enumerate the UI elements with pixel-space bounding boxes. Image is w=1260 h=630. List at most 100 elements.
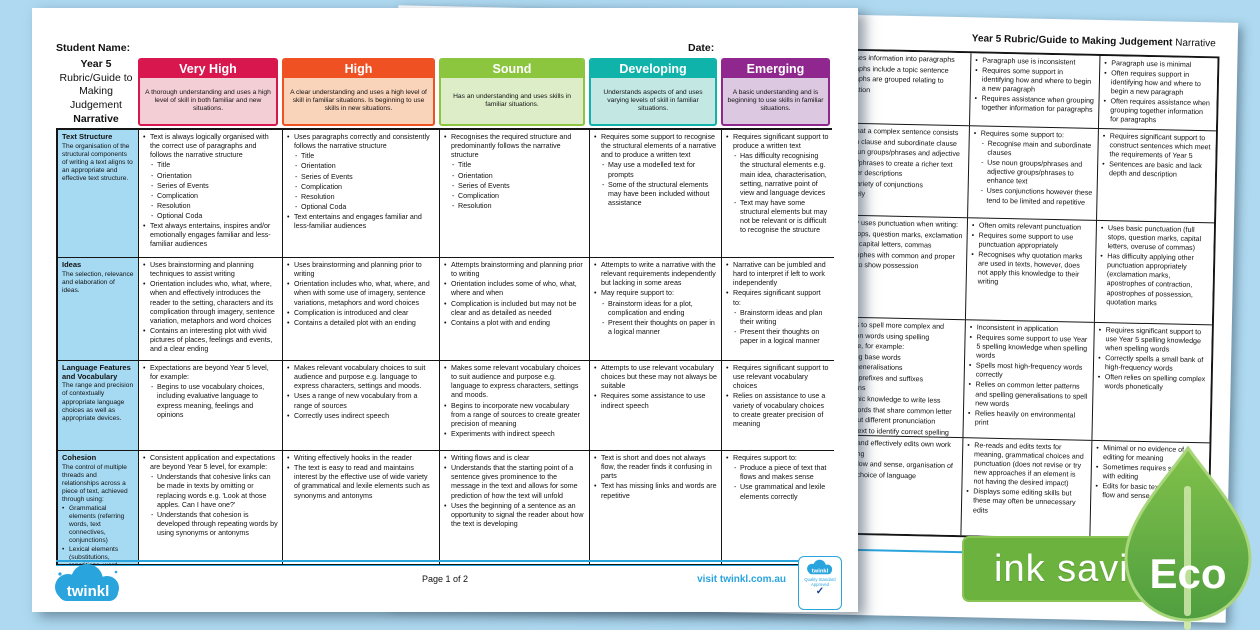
- twinkl-logo-text: twinkl: [67, 583, 110, 600]
- cell-item: aphs are grouped relating to: [854, 75, 944, 85]
- rubric-cell: Writing flows and is clearUnderstands th…: [439, 450, 589, 565]
- cell-item: vely: [852, 190, 866, 199]
- cell-item: Uses brainstorming and planning techniqu…: [143, 261, 278, 279]
- footer-rule-thick: [56, 560, 834, 562]
- rubric-cell: Uses brainstorming and planning prior to…: [282, 257, 439, 361]
- rubric-cell-clipped: pts to spell more complex and mon words u…: [843, 316, 965, 438]
- cell-item: The range and precision of contextually …: [62, 382, 134, 422]
- cell-item: Series of Events: [287, 173, 435, 182]
- cell-item: Requires significant support to produce …: [726, 133, 830, 151]
- cell-item: Begins to use vocabulary choices, includ…: [143, 383, 278, 419]
- cell-item: The organisation of the structural compo…: [62, 142, 133, 182]
- rubric-cell: Paragraph use is minimalOften requires s…: [1097, 55, 1218, 131]
- column-header-label: Emerging: [723, 60, 828, 78]
- cell-item: The control of multiple threads and rela…: [62, 463, 128, 503]
- column-header-developing: Developing Understands aspects of and use…: [589, 58, 717, 127]
- cell-item: Text always entertains, inspires and/or …: [143, 222, 278, 249]
- row-header: Language Features and Vocabulary The rang…: [58, 360, 138, 451]
- cell-item: Resolution: [444, 202, 585, 211]
- cell-item: Text is always logically organised with …: [143, 133, 278, 160]
- rubric-cell: Paragraph use is inconsistentRequires so…: [968, 53, 1100, 128]
- cell-item: Orientation includes some of who, what, …: [444, 280, 585, 298]
- badge-line1: Quality Standard: [804, 577, 836, 582]
- cell-item: Often requires assistance when grouping …: [1103, 97, 1213, 127]
- cell-item: Requires some support to use punctuation…: [971, 231, 1091, 252]
- rubric-cell: Attempts brainstorming and planning prio…: [439, 257, 589, 361]
- rubric-title: Year 5 Rubric/Guide to Making Judgement …: [56, 58, 136, 126]
- rubric-title-line4: Narrative: [73, 112, 119, 125]
- cell-item: Uses brainstorming and planning prior to…: [287, 261, 435, 279]
- row-header-name: Text Structure: [62, 132, 113, 142]
- cell-item: on prefixes and suffixes: [848, 373, 924, 384]
- cell-item: s, capital letters, commas: [851, 239, 932, 250]
- cell-item: Text entertains and engages familiar and…: [287, 213, 435, 231]
- cell-item: r words that share common letter: [847, 405, 952, 416]
- rubric-table: Year 5 Rubric/Guide to Making Judgement …: [56, 58, 834, 567]
- cell-item: Narrative can be jumbled and hard to int…: [726, 261, 830, 288]
- rubric-cell: Consistent application and expectations …: [138, 450, 282, 565]
- twinkl-logo-icon: twinkl: [55, 564, 119, 601]
- column-header-description: Has an understanding and uses skills in …: [453, 92, 571, 109]
- cell-item: ening: [847, 449, 958, 460]
- cell-item: Orientation: [444, 172, 585, 181]
- cell-item: Recognise main and subordinate clauses: [973, 139, 1093, 160]
- cell-item: aphs include a topic sentence: [855, 64, 949, 75]
- column-header-description: A basic understanding and is beginning t…: [727, 88, 824, 113]
- cell-item: Brainstorm ideas for a plot, complicatio…: [594, 300, 717, 318]
- cell-item: Resolution: [287, 193, 435, 202]
- cell-item: Often requires support in identifying ho…: [1104, 69, 1214, 99]
- cell-item: Optional Coda: [143, 212, 278, 221]
- cell-item: Complication is introduced and clear: [287, 309, 435, 318]
- cell-item: Use grammatical and lexile elements corr…: [726, 483, 830, 501]
- cell-item: Displays some editing skills but these m…: [966, 488, 1087, 518]
- column-header-description: A thorough understanding and uses a high…: [145, 88, 271, 113]
- quality-standard-badge: twinkl Quality Standard Approved ✓: [798, 556, 842, 610]
- cell-item: Makes relevant vocabulary choices to sui…: [287, 364, 435, 391]
- column-header-label: Developing: [591, 60, 715, 78]
- cell-item: Produce a piece of text that flows and m…: [726, 464, 830, 482]
- rubric-cell: Requires significant support to produce …: [721, 130, 834, 258]
- column-header-label: Sound: [441, 60, 583, 78]
- cell-item: Title: [287, 152, 435, 161]
- rubric-cell-clipped: ds and effectively edits own workeningor…: [841, 434, 963, 536]
- cell-item: Correctly uses indirect speech: [287, 412, 435, 421]
- cell-item: trophes with common and proper: [851, 250, 956, 261]
- page-2-title-bold: Year 5 Rubric/Guide to Making Judgement: [971, 33, 1173, 49]
- cell-item: Present their thoughts on paper in a log…: [726, 328, 830, 346]
- cell-item: Expectations are beyond Year 5 level, fo…: [143, 364, 278, 382]
- cell-item: Re-reads and edits texts for meaning, gr…: [966, 441, 1087, 489]
- cell-item: Writing effectively hooks in the reader: [287, 454, 435, 463]
- cell-item: ses information into paragraphs: [855, 53, 955, 64]
- column-header-very-high: Very High A thorough understanding and us…: [138, 58, 278, 127]
- cell-item: Uses a range of new vocabulary from a ra…: [287, 392, 435, 410]
- date-label: Date:: [688, 42, 715, 54]
- cell-item: Makes some relevant vocabulary choices t…: [444, 364, 585, 400]
- cell-item: or flow and sense, organisation of: [846, 459, 954, 471]
- rubric-cell: Makes some relevant vocabulary choices t…: [439, 360, 589, 451]
- cell-item: Spells most high-frequency words correct…: [969, 362, 1089, 383]
- column-header-description: Understands aspects of and uses varying …: [603, 88, 703, 113]
- cell-item: ding base words: [849, 352, 901, 362]
- cell-item: that a complex sentence consists: [853, 126, 959, 138]
- cell-item: Requires some support to use Year 5 spel…: [969, 333, 1090, 363]
- column-header-emerging: Emerging A basic understanding and is beg…: [721, 58, 830, 127]
- cell-item: Text is short and does not always flow, …: [594, 454, 717, 481]
- cell-item: Brainstorm ideas and plan their writing: [726, 309, 830, 327]
- rubric-title-line2: Rubric/Guide to: [59, 71, 133, 84]
- cell-item: May require support to:: [594, 289, 717, 298]
- visit-link[interactable]: visit twinkl.com.au: [697, 574, 786, 585]
- rubric-cell: Recognises the required structure and pr…: [439, 130, 589, 258]
- cell-item: Relies on common letter patterns and spe…: [968, 381, 1089, 411]
- rubric-cell-clipped: that a complex sentence consists in claus…: [848, 122, 969, 218]
- cell-item: May use a modelled text for prompts: [594, 161, 717, 179]
- cell-item: Experiments with indirect speech: [444, 430, 585, 439]
- cell-item: Orientation includes who, what, where, w…: [143, 280, 278, 325]
- rubric-cell: Requires some support to recognise the s…: [589, 130, 721, 258]
- rubric-cell: Uses basic punctuation (full stops, ques…: [1093, 219, 1215, 325]
- rubric-cell: Re-reads and edits texts for meaning, gr…: [960, 437, 1092, 538]
- page-1-sheet: Student Name: Date: Year 5 Rubric/Guide …: [32, 8, 858, 612]
- column-header-label: Very High: [140, 60, 276, 78]
- cell-item: Contains an interesting plot with vivid …: [143, 327, 278, 354]
- eco-leaf-icon: Eco: [1124, 446, 1252, 630]
- rubric-cell: Text is always logically organised with …: [138, 130, 282, 258]
